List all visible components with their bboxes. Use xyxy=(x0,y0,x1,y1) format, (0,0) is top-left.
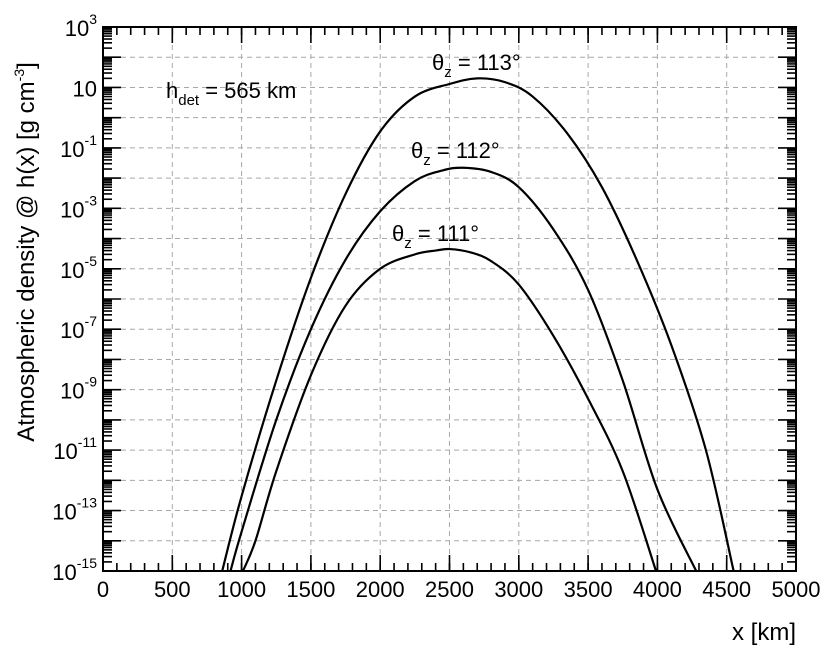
y-tick-label: 10-5 xyxy=(60,253,97,283)
y-tick-label: 10-9 xyxy=(60,374,97,404)
detector-height-subscript: det xyxy=(178,92,200,109)
x-tick-label: 5000 xyxy=(772,577,821,602)
y-tick-label: 10-15 xyxy=(52,555,97,585)
series-label-theta-112: θz = 112° xyxy=(411,138,500,169)
series-label-113-symbol: θ xyxy=(432,50,444,75)
series-label-112-value: = 112° xyxy=(431,138,500,163)
x-tick-label: 2000 xyxy=(356,577,405,602)
y-tick-label-exponent: -9 xyxy=(85,374,98,390)
x-tick-label: 4500 xyxy=(702,577,751,602)
y-tick-label: 10-1 xyxy=(60,132,97,162)
x-tick-label: 1000 xyxy=(217,577,266,602)
y-axis-title-exponent: -3 xyxy=(11,69,27,82)
y-tick-label-base: 10 xyxy=(60,379,84,404)
series-line-2 xyxy=(241,247,658,572)
y-tick-label-base: 10 xyxy=(52,500,76,525)
y-tick-label-base: 10 xyxy=(52,560,76,585)
y-tick-label: 10-13 xyxy=(52,495,97,525)
y-tick-label-exponent: 3 xyxy=(89,11,97,27)
series-label-theta-113: θz = 113° xyxy=(432,50,521,81)
y-tick-label: 103 xyxy=(65,11,97,41)
series-label-111-value: = 111° xyxy=(412,221,479,246)
y-axis-title-close: ] xyxy=(13,62,40,69)
x-tick-labels: 0 500 1000 1500 2000 2500 3000 3500 4000 4500 5000 xyxy=(97,577,821,602)
y-tick-label-exponent: -7 xyxy=(85,313,98,329)
x-tick-label: 3500 xyxy=(564,577,613,602)
y-tick-label-exponent: -3 xyxy=(85,192,98,208)
y-axis-title-main: Atmospheric density @ h(x) [g cm xyxy=(13,81,40,441)
y-tick-label-exponent: -1 xyxy=(85,132,98,148)
y-tick-label-base: 10 xyxy=(60,197,84,222)
minor-ticks xyxy=(102,27,797,571)
y-tick-label-exponent: -15 xyxy=(77,555,97,571)
y-tick-label-base: 10 xyxy=(53,439,77,464)
y-axis-title: Atmospheric density @ h(x) [g cm-3] xyxy=(11,62,40,442)
y-tick-label: 10 xyxy=(73,76,97,101)
grid xyxy=(103,27,796,571)
plot-frame xyxy=(102,26,797,572)
series-label-111-symbol: θ xyxy=(392,221,404,246)
x-axis-title: x [km] xyxy=(732,619,796,646)
detector-height-value: = 565 km xyxy=(199,78,296,103)
y-tick-label-exponent: -11 xyxy=(78,434,97,450)
series-line-1 xyxy=(229,166,698,572)
detector-height-annotation: hdet = 565 km xyxy=(166,78,296,109)
series-curves xyxy=(221,77,735,572)
detector-height-symbol: h xyxy=(166,78,178,103)
series-label-theta-111: θz = 111° xyxy=(392,221,479,252)
series-line-0 xyxy=(221,77,735,572)
y-tick-label-base: 10 xyxy=(65,16,89,41)
y-tick-label-base: 10 xyxy=(60,258,84,283)
series-label-112-symbol: θ xyxy=(411,138,423,163)
x-tick-label: 4000 xyxy=(633,577,682,602)
x-tick-label: 500 xyxy=(154,577,191,602)
y-tick-label-base: 10 xyxy=(60,318,84,343)
series-label-112-subscript: z xyxy=(423,152,431,169)
y-tick-label-exponent: -13 xyxy=(77,495,97,511)
series-label-113-subscript: z xyxy=(444,64,452,81)
y-tick-label-base: 10 xyxy=(73,76,97,101)
y-tick-label: 10-11 xyxy=(53,434,97,464)
x-tick-label: 1500 xyxy=(286,577,335,602)
series-label-111-subscript: z xyxy=(404,235,412,252)
x-tick-label: 0 xyxy=(97,577,109,602)
y-tick-label-base: 10 xyxy=(60,137,84,162)
x-tick-label: 3000 xyxy=(494,577,543,602)
y-tick-label: 10-7 xyxy=(60,313,97,343)
x-tick-label: 2500 xyxy=(425,577,474,602)
y-tick-label-exponent: -5 xyxy=(85,253,98,269)
y-tick-label: 10-3 xyxy=(60,192,97,222)
series-label-113-value: = 113° xyxy=(452,50,521,75)
